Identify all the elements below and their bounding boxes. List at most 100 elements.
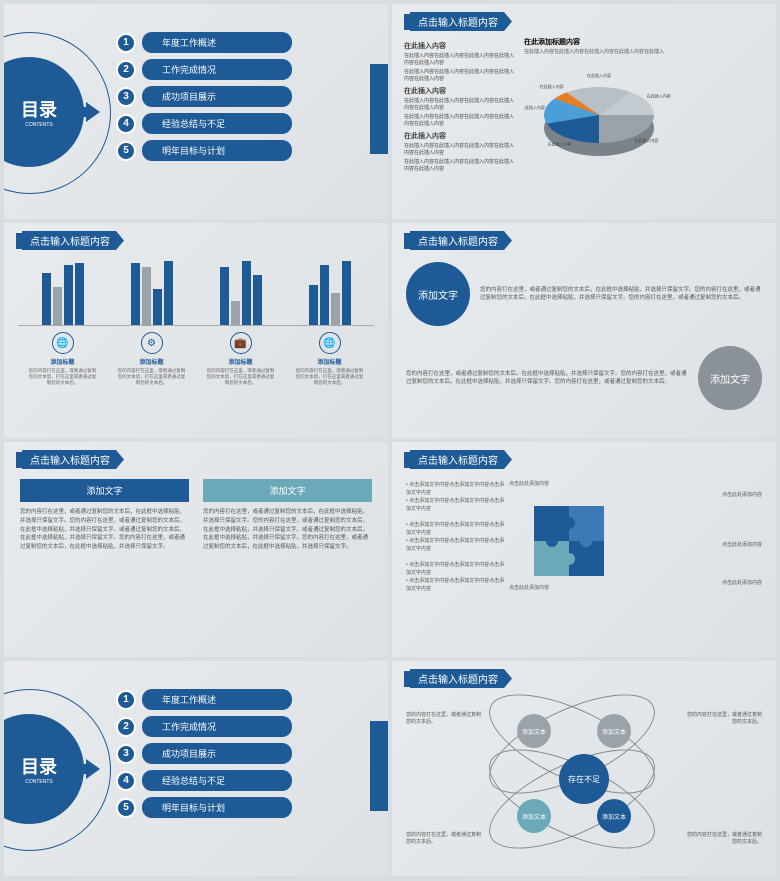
slide-puzzle: 点击输入标题内容 • 点击添加文字内容点击添加文字内容点击添加文字内容• 点击添… [392, 442, 776, 657]
slide-bars: 点击输入标题内容 🌐 添加标题您的内容打在这里，或者通过复制您的文本后，打在这里或… [4, 223, 388, 438]
pie-para: 在此插入内容在此插入内容在此插入内容在此插入内容在此插入内容 [404, 69, 514, 82]
toc-arrow-icon [86, 759, 100, 779]
bar-group [131, 261, 173, 325]
toc-title: 目录 [21, 96, 57, 122]
feature-icon: ⚙ [141, 332, 163, 354]
toc-num: 5 [116, 141, 136, 161]
toc-item: 5 明年目标与计划 [116, 797, 292, 818]
toc-circle: 目录 CONTENTS [4, 57, 84, 167]
pie-label: 在此插入内容 [524, 104, 545, 110]
toc-num: 1 [116, 33, 136, 53]
toc-subtitle: CONTENTS [25, 122, 53, 128]
toc-item: 4 经验总结与不足 [116, 113, 292, 134]
toc-item: 5 明年目标与计划 [116, 140, 292, 161]
venn-text: 您的内容打在这里，或者通过复制您的文本后。 [406, 712, 481, 726]
bar-group [42, 263, 84, 325]
icon-title: 添加标题 [295, 357, 365, 366]
toc-num: 3 [116, 87, 136, 107]
pie-left-text: 在此插入内容 在此插入内容在此插入内容在此插入内容在此插入内容在此插入内容 在此… [404, 37, 514, 175]
puzzle-graphic: 点击此处添加内容 点击此处添加内容 [514, 481, 624, 601]
col-body: 您的内容打在这里，或者通过复制您的文本后，在此框中选择粘贴，并选择只保留文字。您… [20, 508, 189, 552]
icon-text: 您的内容打在这里，或者通过复制您的文本后，打在这里或者通过复制您的文本后。 [206, 368, 276, 386]
venn-text: 您的内容打在这里，或者通过复制您的文本后。 [687, 712, 762, 726]
icon-text: 您的内容打在这里，或者通过复制您的文本后，打在这里或者通过复制您的文本后。 [28, 368, 98, 386]
toc-label: 成功项目展示 [142, 86, 292, 107]
toc-subtitle: CONTENTS [25, 779, 53, 785]
pie-label: 在此插入内容 [634, 136, 658, 142]
pie-chart: 在此插入内容在此插入内容在此插入内容在此插入内容在此插入内容在此插入内容 [524, 60, 674, 170]
toc-arrow-icon [86, 102, 100, 122]
bar [131, 263, 140, 325]
puzzle-label: 点击此处添加内容 [722, 491, 762, 498]
bar-group [309, 261, 351, 325]
bar [342, 261, 351, 325]
toc-item: 1年度工作概述 [116, 689, 292, 710]
icons-row: 🌐 添加标题您的内容打在这里，或者通过复制您的文本后，打在这里或者通过复制您的文本… [18, 332, 374, 386]
pie-left-title: 在此插入内容 [404, 131, 514, 141]
slide-title: 点击输入标题内容 [22, 450, 124, 469]
toc-item: 2 工作完成情况 [116, 59, 292, 80]
bar [331, 293, 340, 325]
bar [153, 289, 162, 325]
toc-items: 1 年度工作概述 2 工作完成情况 3 成功项目展示 4 经验总结与不足 5 明年目标与计划 [116, 32, 292, 161]
venn-center: 存在不足 [559, 754, 609, 804]
bar-groups [18, 256, 374, 326]
toc-item: 4经验总结与不足 [116, 770, 292, 791]
venn-node: 添加文本 [517, 714, 551, 748]
bar [309, 285, 318, 325]
circle-label: 添加文字 [406, 262, 470, 326]
toc-num: 4 [116, 771, 136, 791]
feature-icon: 🌐 [52, 332, 74, 354]
bar [242, 261, 251, 325]
puzzle-label: 点击此处添加内容 [509, 585, 549, 592]
bar-group [220, 261, 262, 325]
puzzle-label: 点击此处添加内容 [722, 579, 762, 586]
toc-label: 年度工作概述 [142, 689, 292, 710]
feature-icon: 💼 [230, 332, 252, 354]
toc-label: 成功项目展示 [142, 743, 292, 764]
bar [220, 267, 229, 325]
toc-label: 明年目标与计划 [142, 140, 292, 161]
circle-text: 您的内容打在这里，或者通过复制您的文本后，在此框中选择粘贴，并选择只保留文字。您… [406, 370, 688, 387]
bar [231, 301, 240, 325]
toc-num: 4 [116, 114, 136, 134]
bar [53, 287, 62, 325]
toc-label: 明年目标与计划 [142, 797, 292, 818]
slide-title: 点击输入标题内容 [410, 12, 512, 31]
toc-num: 5 [116, 798, 136, 818]
pie-right-sub: 在此插入内容在此插入内容在此插入内容在此插入内容在此插入 [524, 49, 764, 56]
slide-title: 点击输入标题内容 [22, 231, 124, 250]
toc-label: 工作完成情况 [142, 59, 292, 80]
toc-label: 经验总结与不足 [142, 113, 292, 134]
pie-para: 在此插入内容在此插入内容在此插入内容在此插入内容在此插入内容 [404, 98, 514, 111]
pie-para: 在此插入内容在此插入内容在此插入内容在此插入内容在此插入内容 [404, 143, 514, 156]
bar [142, 267, 151, 325]
pie-label: 在此插入内容 [548, 140, 572, 146]
pie-label: 在此插入内容 [587, 72, 611, 78]
icon-title: 添加标题 [206, 357, 276, 366]
slide-circles: 点击输入标题内容 添加文字 您的内容打在这里，或者通过复制您的文本后，在此框中选… [392, 223, 776, 438]
toc-num: 2 [116, 60, 136, 80]
puzzle-label: 点击此处添加内容 [509, 481, 549, 488]
toc-circle: 目录 CONTENTS [4, 714, 84, 824]
venn-node: 添加文本 [597, 714, 631, 748]
icon-column: ⚙添加标题您的内容打在这里，或者通过复制您的文本后，打在这里或者通过复制您的文本… [117, 332, 187, 386]
circle-text: 您的内容打在这里，或者通过复制您的文本后，在此框中选择粘贴，并选择只保留文字。您… [480, 286, 762, 303]
bar [320, 265, 329, 325]
feature-icon: 🌐 [319, 332, 341, 354]
toc-label: 年度工作概述 [142, 32, 292, 53]
bar [64, 265, 73, 325]
venn-node: 添加文本 [517, 799, 551, 833]
bar [253, 275, 262, 325]
icon-title: 添加标题 [28, 357, 98, 366]
col-head: 添加文字 [203, 479, 372, 502]
toc-item: 1 年度工作概述 [116, 32, 292, 53]
pie-label: 在此插入内容 [647, 92, 671, 98]
bar [164, 261, 173, 325]
slide-twocol: 点击输入标题内容 添加文字您的内容打在这里，或者通过复制您的文本后，在此框中选择… [4, 442, 388, 657]
bar [42, 273, 51, 325]
bar [75, 263, 84, 325]
icon-text: 您的内容打在这里，或者通过复制您的文本后，打在这里或者通过复制您的文本后。 [295, 368, 365, 386]
venn-text: 您的内容打在这里，或者通过复制您的文本后。 [406, 832, 481, 846]
puzzle-label: 点击此处添加内容 [722, 541, 762, 548]
